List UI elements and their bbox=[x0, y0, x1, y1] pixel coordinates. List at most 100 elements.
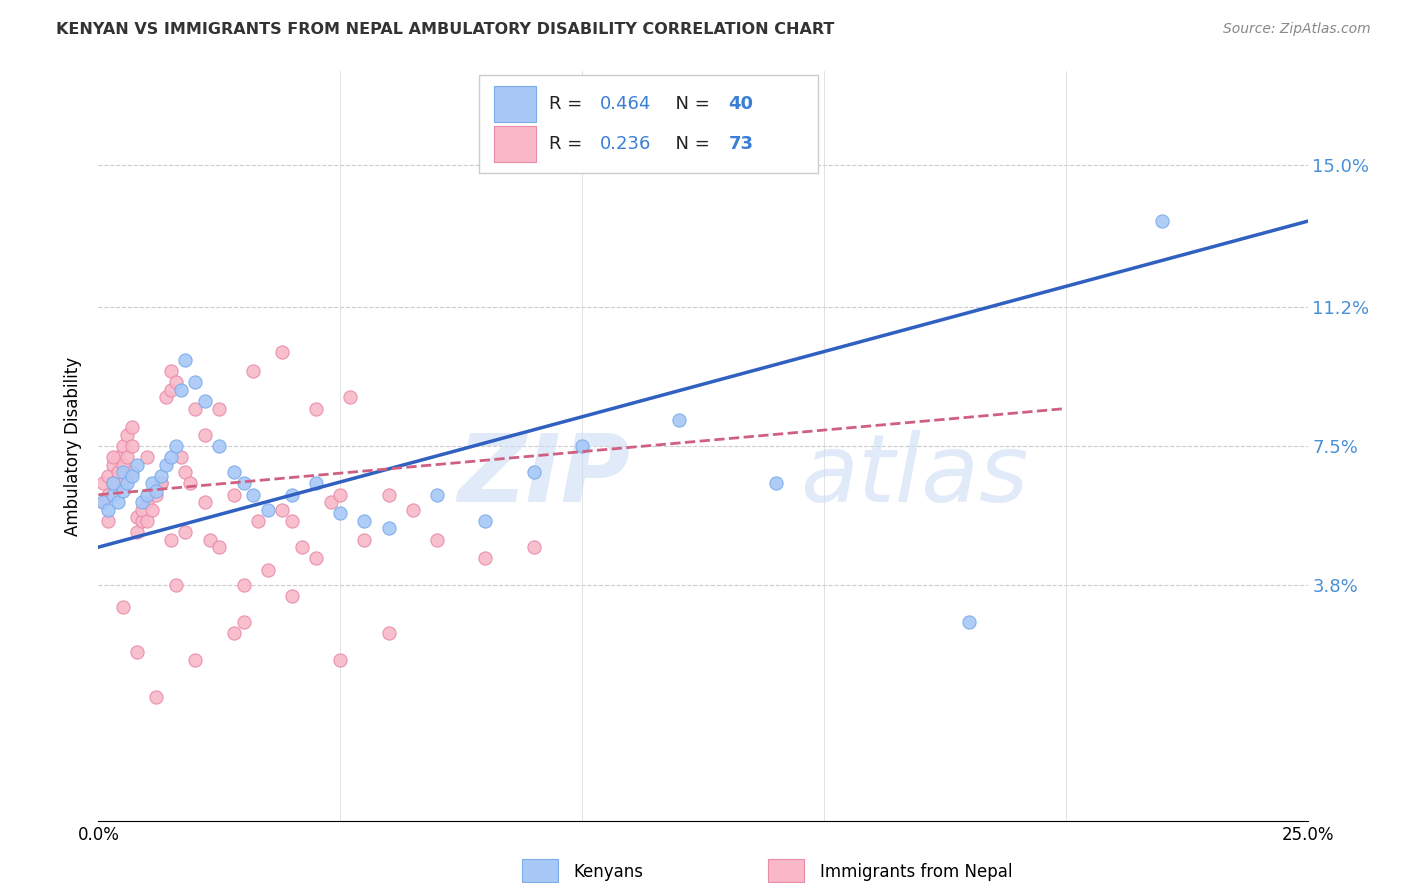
Point bbox=[208, 540, 231, 554]
Point bbox=[135, 495, 157, 509]
Point bbox=[107, 495, 129, 509]
Point bbox=[101, 476, 124, 491]
Text: N =: N = bbox=[664, 135, 716, 153]
Text: N =: N = bbox=[664, 95, 716, 112]
Point bbox=[127, 525, 149, 540]
Point bbox=[194, 394, 217, 409]
Point bbox=[121, 469, 143, 483]
Point bbox=[765, 476, 787, 491]
Point bbox=[329, 507, 352, 521]
Point bbox=[97, 488, 120, 502]
Point bbox=[121, 439, 143, 453]
Point bbox=[281, 589, 304, 603]
Point bbox=[232, 615, 254, 629]
Point bbox=[353, 514, 375, 528]
Point bbox=[160, 364, 183, 378]
FancyBboxPatch shape bbox=[494, 86, 536, 121]
Point bbox=[329, 488, 352, 502]
Point bbox=[145, 690, 167, 704]
Point bbox=[426, 488, 449, 502]
Point bbox=[101, 458, 124, 472]
Point bbox=[174, 525, 197, 540]
Point bbox=[127, 510, 149, 524]
Point bbox=[97, 514, 120, 528]
Point bbox=[107, 465, 129, 479]
Point bbox=[101, 488, 124, 502]
Point bbox=[150, 469, 173, 483]
Point bbox=[281, 488, 304, 502]
Point bbox=[305, 551, 328, 566]
FancyBboxPatch shape bbox=[768, 859, 804, 882]
Point bbox=[194, 495, 217, 509]
Point bbox=[150, 476, 173, 491]
Point bbox=[101, 450, 124, 465]
Point bbox=[111, 465, 134, 479]
Point bbox=[290, 540, 312, 554]
Point bbox=[150, 476, 173, 491]
Point bbox=[131, 502, 153, 516]
Point bbox=[174, 465, 197, 479]
Point bbox=[91, 495, 114, 509]
Point bbox=[135, 450, 157, 465]
Point bbox=[329, 652, 352, 666]
Point bbox=[160, 450, 183, 465]
Point bbox=[353, 533, 375, 547]
Point bbox=[474, 514, 496, 528]
Point bbox=[135, 514, 157, 528]
Point bbox=[145, 483, 167, 498]
Text: 40: 40 bbox=[728, 95, 754, 112]
Point bbox=[169, 450, 191, 465]
Point bbox=[523, 465, 546, 479]
Point bbox=[179, 476, 201, 491]
Point bbox=[194, 427, 217, 442]
Point bbox=[271, 345, 294, 359]
Point bbox=[101, 476, 124, 491]
Point bbox=[91, 495, 114, 509]
Y-axis label: Ambulatory Disability: Ambulatory Disability bbox=[65, 357, 83, 535]
Point bbox=[242, 364, 264, 378]
Point bbox=[426, 533, 449, 547]
Point bbox=[141, 476, 163, 491]
Text: 0.464: 0.464 bbox=[600, 95, 651, 112]
Point bbox=[1152, 214, 1174, 228]
Point bbox=[208, 439, 231, 453]
Point bbox=[165, 577, 187, 591]
Point bbox=[111, 439, 134, 453]
Text: atlas: atlas bbox=[800, 431, 1028, 522]
Point bbox=[131, 495, 153, 509]
Point bbox=[135, 488, 157, 502]
Point bbox=[111, 458, 134, 472]
Text: KENYAN VS IMMIGRANTS FROM NEPAL AMBULATORY DISABILITY CORRELATION CHART: KENYAN VS IMMIGRANTS FROM NEPAL AMBULATO… bbox=[56, 22, 835, 37]
Point bbox=[523, 540, 546, 554]
Point bbox=[91, 476, 114, 491]
Text: R =: R = bbox=[550, 95, 589, 112]
Point bbox=[111, 476, 134, 491]
Point bbox=[571, 439, 593, 453]
Text: Source: ZipAtlas.com: Source: ZipAtlas.com bbox=[1223, 22, 1371, 37]
Point bbox=[127, 645, 149, 659]
Point bbox=[247, 514, 270, 528]
Point bbox=[117, 450, 139, 465]
Point bbox=[121, 465, 143, 479]
Point bbox=[165, 376, 187, 390]
Point bbox=[127, 458, 149, 472]
Point bbox=[160, 383, 183, 397]
Text: 0.236: 0.236 bbox=[600, 135, 651, 153]
Point bbox=[184, 376, 207, 390]
Point bbox=[668, 413, 690, 427]
Point bbox=[97, 469, 120, 483]
Point bbox=[155, 390, 177, 404]
FancyBboxPatch shape bbox=[479, 75, 818, 172]
Point bbox=[377, 626, 399, 640]
Point bbox=[160, 533, 183, 547]
Point bbox=[174, 352, 197, 367]
Point bbox=[305, 401, 328, 416]
Point bbox=[145, 488, 167, 502]
Point bbox=[256, 502, 278, 516]
Point bbox=[169, 383, 191, 397]
Point bbox=[97, 502, 120, 516]
Point bbox=[271, 502, 294, 516]
Text: 73: 73 bbox=[728, 135, 754, 153]
Point bbox=[474, 551, 496, 566]
Point bbox=[377, 521, 399, 535]
